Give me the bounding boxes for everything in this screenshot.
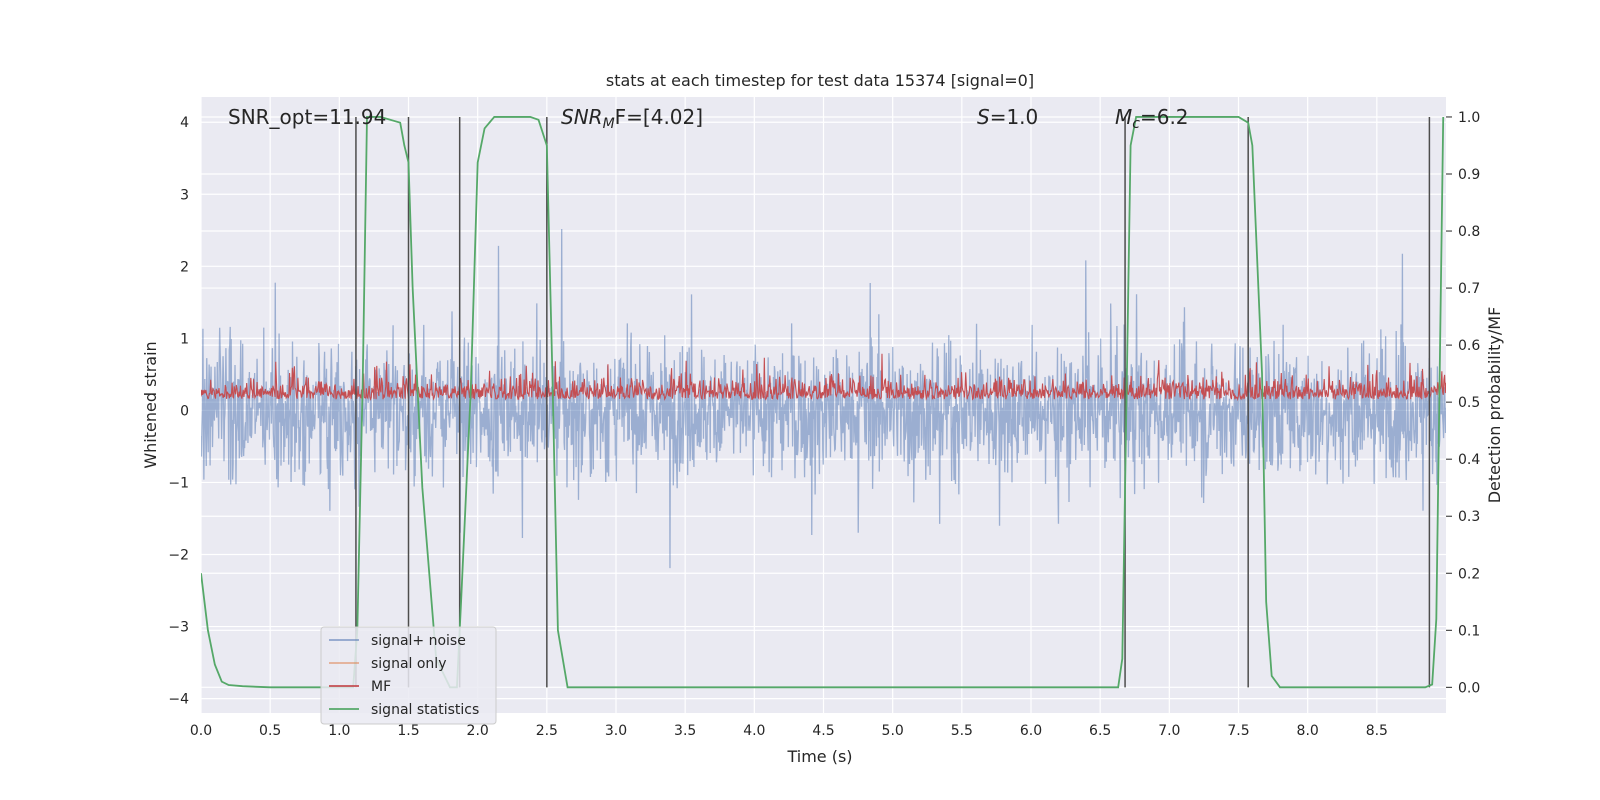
x-tick-label: 7.5 <box>1227 723 1249 739</box>
annotation-mc: Mc=6.2 <box>1115 105 1189 132</box>
annotation-mc-sub: c <box>1132 116 1140 132</box>
y2-tick-label: 0.7 <box>1458 281 1480 297</box>
y-tick-label: 0 <box>180 403 189 419</box>
series-signal-statistics <box>201 116 1445 689</box>
y2-tick-label: 0.3 <box>1458 509 1480 525</box>
annotation-s-rest: =1.0 <box>990 105 1039 129</box>
annotation-snr-mf: SNRMF=[4.02] <box>561 105 703 132</box>
y-tick-label: 2 <box>180 259 189 275</box>
y2-axis-ticks: 0.0 0.1 0.2 0.3 0.4 0.5 0.6 0.7 0.8 0.9 1.0 <box>1446 110 1480 696</box>
x-tick-label: 6.0 <box>1020 723 1042 739</box>
annotation-s: S=1.0 <box>977 105 1038 129</box>
annotation-mc-main: M <box>1115 105 1132 129</box>
y-tick-label: 3 <box>180 187 189 203</box>
x-tick-label: 1.0 <box>328 723 350 739</box>
legend-label: signal+ noise <box>371 633 466 649</box>
x-tick-label: 8.0 <box>1297 723 1319 739</box>
y-tick-label: 4 <box>180 115 189 131</box>
annotation-snr-mf-rest: F=[4.02] <box>615 105 703 129</box>
legend: signal+ noise signal only MF signal statist… <box>320 626 497 725</box>
x-tick-label: 4.5 <box>812 723 834 739</box>
x-axis-ticks: 0.0 0.5 1.0 1.5 2.0 2.5 3.0 3.5 4.0 4.5 5.0 5.5 6.0 6… <box>190 723 1388 739</box>
y2-tick-label: 0.5 <box>1458 395 1480 411</box>
x-tick-label: 2.5 <box>536 723 558 739</box>
x-tick-label: 5.5 <box>951 723 973 739</box>
plot-traces <box>201 116 1446 689</box>
x-tick-label: 5.0 <box>882 723 904 739</box>
legend-box <box>320 626 497 725</box>
y2-tick-label: 0.2 <box>1458 566 1480 582</box>
legend-label: signal only <box>371 656 446 672</box>
x-axis-title: Time (s) <box>786 747 852 766</box>
y-axis-title: Whitened strain <box>141 341 160 468</box>
x-tick-label: 8.5 <box>1366 723 1388 739</box>
x-tick-label: 6.5 <box>1089 723 1111 739</box>
y2-tick-label: 0.8 <box>1458 224 1480 240</box>
vertical-markers <box>355 116 1431 688</box>
x-tick-label: 7.0 <box>1158 723 1180 739</box>
y-tick-label: −2 <box>168 547 189 563</box>
y2-tick-label: 0.4 <box>1458 452 1480 468</box>
series-line-signal-statistics <box>201 116 1445 689</box>
legend-label: MF <box>371 679 391 695</box>
y-tick-label: 1 <box>180 331 189 347</box>
y-tick-label: −4 <box>168 692 189 708</box>
y2-tick-label: 0.9 <box>1458 167 1480 183</box>
y2-tick-label: 0.1 <box>1458 623 1480 639</box>
annotation-s-main: S <box>977 105 990 129</box>
annotation-snr-opt: SNR_opt=11.94 <box>228 105 386 129</box>
y-axis-ticks: −4 −3 −2 −1 0 1 2 3 4 <box>168 115 189 707</box>
y-tick-label: −1 <box>168 475 189 491</box>
x-tick-label: 2.0 <box>467 723 489 739</box>
annotation-mc-rest: =6.2 <box>1140 105 1189 129</box>
x-tick-label: 4.0 <box>743 723 765 739</box>
y2-tick-label: 0.0 <box>1458 680 1480 696</box>
y2-axis-title: Detection probability/MF <box>1485 307 1504 504</box>
annotation-snr-mf-sub: M <box>603 116 615 132</box>
legend-label: signal statistics <box>371 702 479 718</box>
chart-title: stats at each timestep for test data 153… <box>606 71 1034 90</box>
x-tick-label: 0.5 <box>259 723 281 739</box>
x-tick-label: 3.5 <box>674 723 696 739</box>
x-tick-label: 0.0 <box>190 723 212 739</box>
y-tick-label: −3 <box>168 620 189 636</box>
x-tick-label: 1.5 <box>397 723 419 739</box>
y2-tick-label: 1.0 <box>1458 110 1480 126</box>
x-tick-label: 3.0 <box>605 723 627 739</box>
annotation-snr-mf-main: SNR <box>561 105 603 129</box>
y2-tick-label: 0.6 <box>1458 338 1480 354</box>
